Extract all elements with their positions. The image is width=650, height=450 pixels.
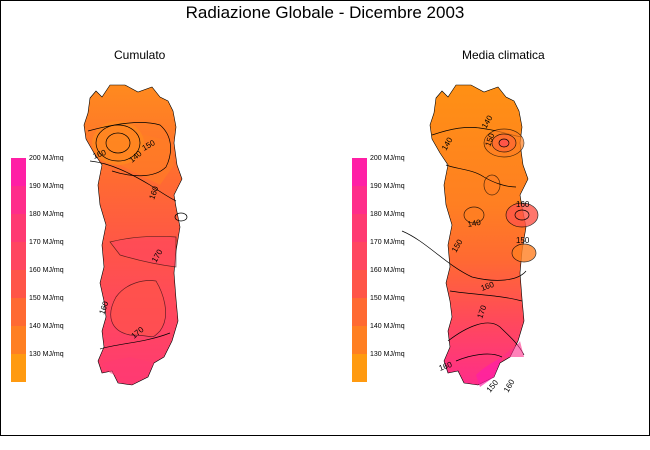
contour-label: 160: [92, 148, 108, 161]
legend-label: 130 MJ/mq: [370, 351, 405, 358]
legend-swatch: [352, 242, 367, 270]
legend-right: 200 MJ/mq 190 MJ/mq 180 MJ/mq 170 MJ/mq 160 …: [352, 155, 472, 382]
contour-line: [105, 132, 131, 154]
legend-label: 180 MJ/mq: [370, 211, 405, 218]
legend-swatch: [11, 354, 26, 382]
contour-label: 150: [483, 132, 496, 148]
map-title-media-climatica: Media climatica: [462, 48, 545, 62]
legend-swatch: [352, 298, 367, 326]
legend-label: 180 MJ/mq: [29, 211, 64, 218]
contour-line: [455, 353, 503, 362]
legend-label: 200 MJ/mq: [29, 155, 64, 162]
contour-line: [483, 174, 501, 196]
contour-line: [463, 206, 485, 224]
contour-line: [110, 280, 166, 338]
legend-swatch: [352, 270, 367, 298]
legend-label: 150 MJ/mq: [29, 295, 64, 302]
contour-label: 160: [147, 185, 160, 201]
legend-swatch: [11, 214, 26, 242]
legend-swatch: [352, 158, 367, 186]
legend-swatch: [11, 158, 26, 186]
legend-label: 150 MJ/mq: [370, 295, 405, 302]
contour-label: 160: [480, 280, 496, 293]
legend-label: 140 MJ/mq: [29, 323, 64, 330]
legend-label: 200 MJ/mq: [370, 155, 405, 162]
legend-swatch: [11, 326, 26, 354]
figure-title: Radiazione Globale - Dicembre 2003: [185, 3, 465, 22]
map-cumulato: 150 160 140 160 170 160 170: [83, 84, 188, 386]
contour-label: 160: [502, 377, 517, 394]
legend-label: 130 MJ/mq: [29, 351, 64, 358]
legend-swatch: [352, 214, 367, 242]
legend-label: 140 MJ/mq: [370, 323, 405, 330]
legend-swatch: [352, 326, 367, 354]
contour-line: [95, 124, 141, 162]
contour-label: 140: [467, 218, 482, 229]
legend-label: 160 MJ/mq: [370, 267, 405, 274]
contour-line: [401, 230, 527, 281]
legend-swatch: [11, 298, 26, 326]
contour-line: [109, 235, 177, 268]
contour-label: 160: [97, 300, 110, 316]
contour-line: [99, 332, 171, 350]
contour-line: [89, 160, 177, 202]
legend-label: 170 MJ/mq: [370, 239, 405, 246]
contour-label: 170: [475, 304, 488, 320]
contour-label: 150: [516, 236, 530, 245]
contour-line: [505, 202, 539, 228]
contour-label: 160: [516, 200, 530, 209]
legend-label: 190 MJ/mq: [29, 183, 64, 190]
contour-line: [445, 164, 517, 188]
contour-line: [511, 243, 537, 263]
contour-line: [449, 290, 523, 302]
contour-line: [498, 138, 510, 148]
contour-label: 160: [438, 360, 454, 373]
legend-swatch: [11, 242, 26, 270]
legend-label: 190 MJ/mq: [370, 183, 405, 190]
legend-label: 160 MJ/mq: [29, 267, 64, 274]
map-title-cumulato: Cumulato: [114, 48, 166, 62]
legend-label: 170 MJ/mq: [29, 239, 64, 246]
map-media-climatica: 140 150 140 160 150 140 160 170 150 150 …: [401, 84, 539, 394]
legend-left: 200 MJ/mq 190 MJ/mq 180 MJ/mq 170 MJ/mq 160 …: [11, 155, 131, 382]
legend-swatch: [11, 270, 26, 298]
contour-line: [514, 209, 530, 221]
legend-swatch: [11, 186, 26, 214]
legend-swatch: [352, 354, 367, 382]
contour-line: [87, 122, 171, 177]
legend-swatch: [352, 186, 367, 214]
